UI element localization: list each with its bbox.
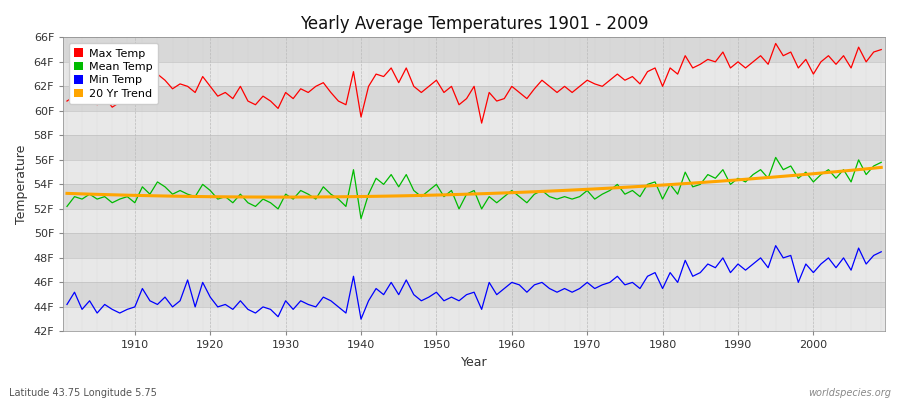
Bar: [63, 307, 885, 332]
Bar: [63, 135, 885, 160]
Bar: [63, 111, 885, 135]
Bar: [63, 184, 885, 209]
Y-axis label: Temperature: Temperature: [15, 145, 28, 224]
Bar: [63, 37, 885, 62]
Bar: [63, 258, 885, 282]
Bar: [63, 233, 885, 258]
Text: Latitude 43.75 Longitude 5.75: Latitude 43.75 Longitude 5.75: [9, 388, 157, 398]
Text: worldspecies.org: worldspecies.org: [808, 388, 891, 398]
Bar: [63, 160, 885, 184]
Bar: [63, 62, 885, 86]
Title: Yearly Average Temperatures 1901 - 2009: Yearly Average Temperatures 1901 - 2009: [300, 15, 648, 33]
X-axis label: Year: Year: [461, 356, 488, 369]
Bar: [63, 282, 885, 307]
Bar: [63, 209, 885, 233]
Legend: Max Temp, Mean Temp, Min Temp, 20 Yr Trend: Max Temp, Mean Temp, Min Temp, 20 Yr Tre…: [68, 43, 158, 104]
Bar: [63, 86, 885, 111]
